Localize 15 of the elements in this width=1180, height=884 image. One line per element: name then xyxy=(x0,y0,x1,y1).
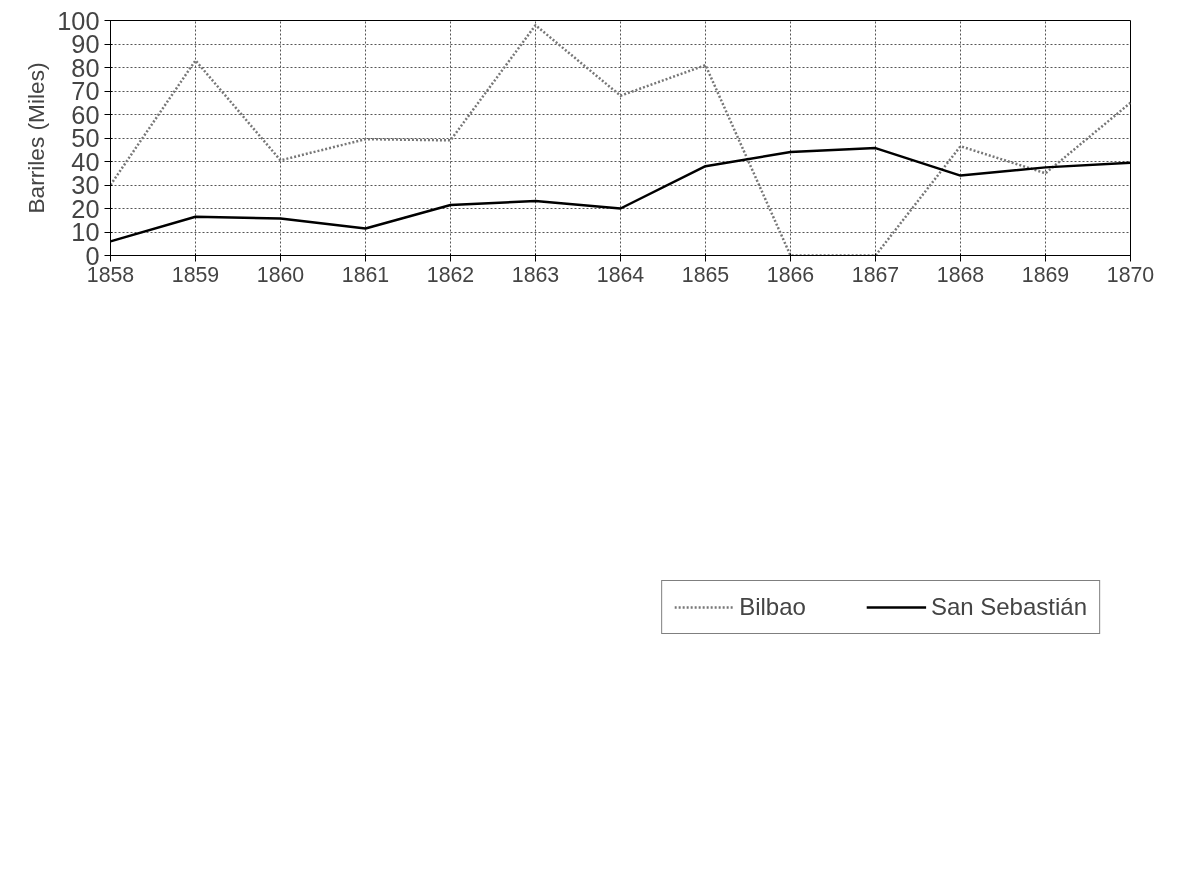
y-axis-title: Barriles (Miles) xyxy=(23,62,50,214)
x-tick-label: 1863 xyxy=(511,262,560,287)
x-tick-label: 1868 xyxy=(936,262,985,287)
x-tick-label: 1862 xyxy=(426,262,475,287)
x-tick-label: 1860 xyxy=(256,262,305,287)
x-tick-label: 1869 xyxy=(1021,262,1070,287)
x-tick-label: 1865 xyxy=(681,262,730,287)
x-tick-label: 1867 xyxy=(851,262,900,287)
legend-label: Bilbao xyxy=(739,593,806,621)
x-tick-label: 1859 xyxy=(171,262,220,287)
x-tick-label: 1866 xyxy=(766,262,815,287)
legend-label: San Sebastián xyxy=(930,593,1087,621)
x-tick-label: 1861 xyxy=(341,262,390,287)
x-tick-label: 1870 xyxy=(1106,262,1155,287)
x-tick-label: 1864 xyxy=(596,262,645,287)
